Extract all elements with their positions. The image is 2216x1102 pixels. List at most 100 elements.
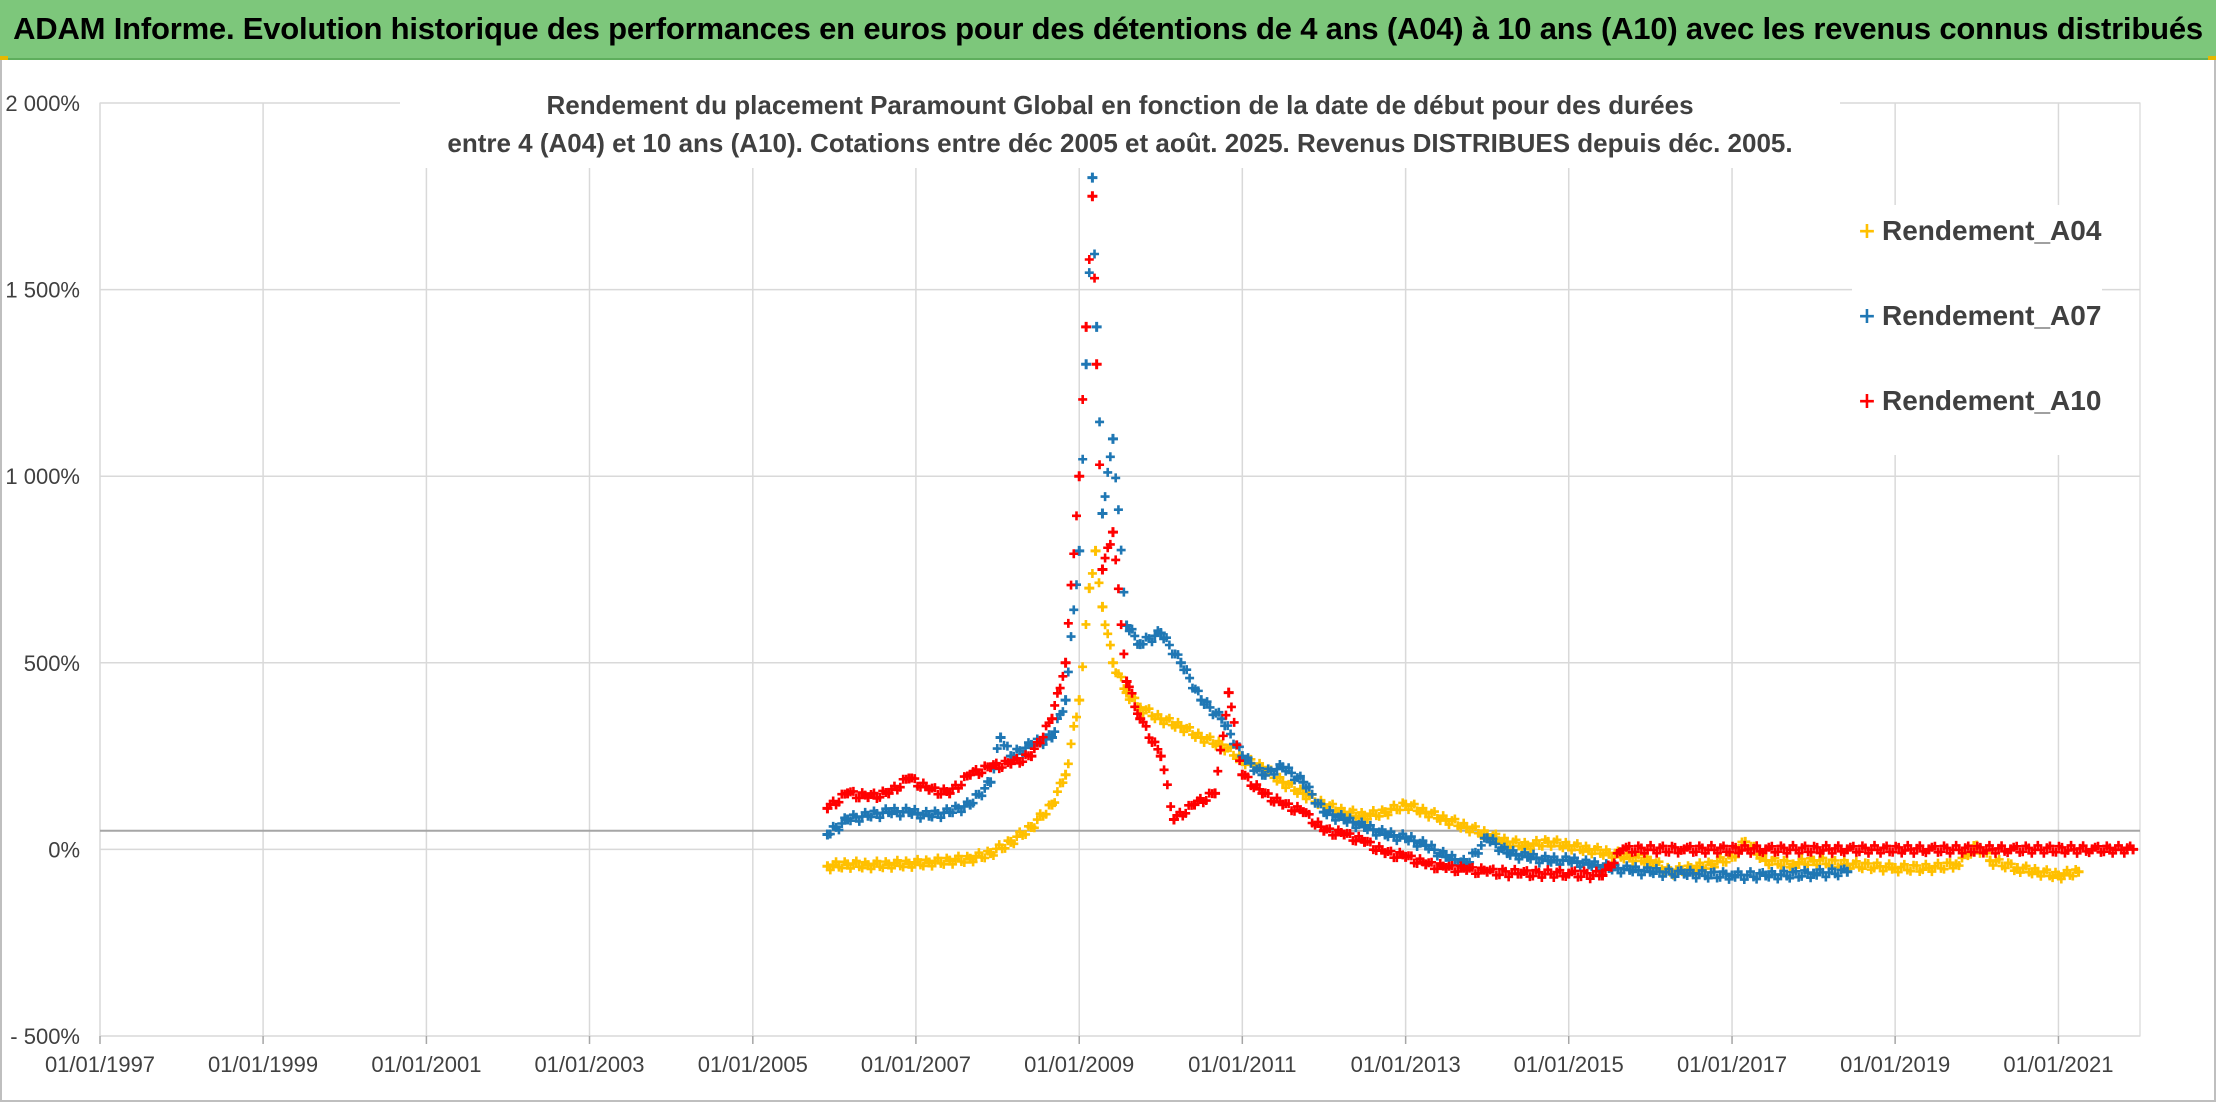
x-tick-label: 01/01/2001 xyxy=(371,1052,481,1077)
series-trace-rendement-a07 xyxy=(1090,249,1100,259)
point-rendement-a10 xyxy=(1081,321,1092,332)
series-trace-rendement-a07 xyxy=(1526,849,1550,868)
y-tick-label: 500% xyxy=(24,651,80,676)
series-trace-rendement-a04 xyxy=(1404,799,1428,818)
series-trace-rendement-a10 xyxy=(845,786,870,803)
y-tick-label: - 500% xyxy=(10,1024,80,1049)
legend-label-a04: Rendement_A04 xyxy=(1882,215,2102,246)
series-trace-rendement-a07 xyxy=(1138,626,1163,649)
point-rendement-a07 xyxy=(1060,695,1071,706)
point-rendement-a07 xyxy=(995,732,1006,743)
point-rendement-a07 xyxy=(1091,321,1102,332)
series-trace-rendement-a10 xyxy=(1682,840,1768,858)
series-trace-rendement-a07 xyxy=(1404,832,1428,851)
series-trace-rendement-a07 xyxy=(1730,867,1768,885)
series-trace-rendement-a07 xyxy=(1567,853,1591,872)
point-rendement-a10 xyxy=(1087,191,1098,202)
series-trace-rendement-a10 xyxy=(1519,865,1571,883)
series-trace-rendement-a07 xyxy=(1812,864,1849,882)
series-trace-rendement-a04 xyxy=(1812,853,1849,872)
x-tick-label: 01/01/2003 xyxy=(534,1052,644,1077)
series-trace-rendement-a07 xyxy=(1260,759,1285,780)
point-rendement-a04 xyxy=(1298,788,1309,799)
series-trace-rendement-a04 xyxy=(1383,798,1408,820)
series-trace-rendement-a07 xyxy=(1682,865,1734,884)
point-rendement-a10 xyxy=(944,788,955,799)
series-trace-rendement-a10 xyxy=(1240,770,1265,794)
series-trace-rendement-a10 xyxy=(1845,840,1931,858)
series-trace-rendement-a07 xyxy=(866,804,891,823)
x-tick-label: 01/01/2015 xyxy=(1514,1052,1624,1077)
series-trace-rendement-a10 xyxy=(1600,847,1625,875)
series-trace-rendement-a07 xyxy=(1063,580,1081,677)
y-tick-label: 0% xyxy=(48,837,80,862)
series-trace-rendement-a10 xyxy=(1078,394,1088,404)
legend: + Rendement_A04 + Rendement_A07 + Rendem… xyxy=(1852,205,2102,455)
point-rendement-a04 xyxy=(1074,695,1085,706)
series-trace-rendement-a07 xyxy=(825,813,850,839)
legend-marker-a04: + xyxy=(1857,218,1877,244)
legend-item-a10: + Rendement_A10 xyxy=(1852,385,2102,417)
y-tick-label: 1 000% xyxy=(5,464,80,489)
point-rendement-a07 xyxy=(1081,359,1092,370)
series-trace-rendement-a04 xyxy=(866,856,891,874)
point-rendement-a10 xyxy=(2128,844,2139,855)
series-trace-rendement-a10 xyxy=(1084,254,1094,264)
point-rendement-a10 xyxy=(1223,687,1234,698)
series-trace-rendement-a04 xyxy=(1078,619,1091,672)
point-rendement-a04 xyxy=(1090,545,1101,556)
point-rendement-a04 xyxy=(1175,721,1186,732)
series-trace-rendement-a04 xyxy=(1100,620,1115,650)
series-trace-rendement-a04 xyxy=(887,855,911,873)
series-trace-rendement-a04 xyxy=(2015,861,2040,879)
series-trace-rendement-a04 xyxy=(1159,713,1183,732)
banner: ADAM Informe. Evolution historique des p… xyxy=(0,0,2216,60)
point-rendement-a10 xyxy=(1060,657,1071,668)
series-trace-rendement-a04 xyxy=(2036,865,2061,883)
series-trace-rendement-a04 xyxy=(1424,807,1448,826)
series-trace-rendement-a04 xyxy=(1893,859,1931,877)
series-trace-rendement-a04 xyxy=(948,851,972,869)
series-trace-rendement-a10 xyxy=(1029,718,1054,754)
point-rendement-a04 xyxy=(1277,777,1288,788)
series-trace-rendement-a10 xyxy=(1095,460,1105,470)
point-rendement-a07 xyxy=(1107,433,1118,444)
point-rendement-a07 xyxy=(1046,732,1057,743)
corner-mark-right xyxy=(2208,56,2216,60)
x-tick-label: 01/01/2019 xyxy=(1840,1052,1950,1077)
series-trace-rendement-a04 xyxy=(1063,712,1081,769)
x-tick-label: 01/01/2009 xyxy=(1024,1052,1134,1077)
series-trace-rendement-a04 xyxy=(1546,835,1571,853)
chart-title: Rendement du placement Paramount Global … xyxy=(400,82,1840,168)
chart-title-line-2: entre 4 (A04) et 10 ans (A10). Cotations… xyxy=(447,128,1793,158)
series-trace-rendement-a07 xyxy=(1050,707,1068,737)
series-trace-rendement-a07 xyxy=(1100,452,1115,502)
legend-label-a10: Rendement_A10 xyxy=(1882,385,2102,416)
x-tick-label: 01/01/1999 xyxy=(208,1052,318,1077)
series-trace-rendement-a07 xyxy=(1628,862,1652,880)
series-trace-rendement-a10 xyxy=(1159,765,1176,812)
point-rendement-a07 xyxy=(1097,508,1108,519)
series-trace-rendement-a10 xyxy=(1444,861,1469,877)
series-trace-rendement-a07 xyxy=(887,803,911,821)
point-rendement-a10 xyxy=(1097,564,1108,575)
legend-marker-a10: + xyxy=(1857,388,1877,414)
series-trace-rendement-a07 xyxy=(1159,633,1183,660)
point-rendement-a07 xyxy=(1087,172,1098,183)
x-tick-label: 01/01/2013 xyxy=(1351,1052,1461,1077)
chart-title-line-1: Rendement du placement Paramount Global … xyxy=(546,90,1694,120)
legend-marker-a07: + xyxy=(1857,303,1877,329)
series-trace-rendement-a07 xyxy=(1485,834,1509,856)
series-trace-rendement-a04 xyxy=(1199,732,1224,751)
series-trace-rendement-a04 xyxy=(1281,778,1305,798)
point-rendement-a07 xyxy=(1842,866,1853,877)
series-trace-rendement-a04 xyxy=(1179,722,1203,742)
series-trace-rendement-a04 xyxy=(1526,835,1550,854)
point-rendement-a04 xyxy=(1097,601,1108,612)
point-rendement-a10 xyxy=(1155,751,1166,762)
series-trace-rendement-a10 xyxy=(1342,828,1367,846)
series-trace-rendement-a10 xyxy=(1213,710,1231,776)
series-trace-rendement-a04 xyxy=(1988,854,2019,876)
series-trace-rendement-a10 xyxy=(1404,851,1428,868)
